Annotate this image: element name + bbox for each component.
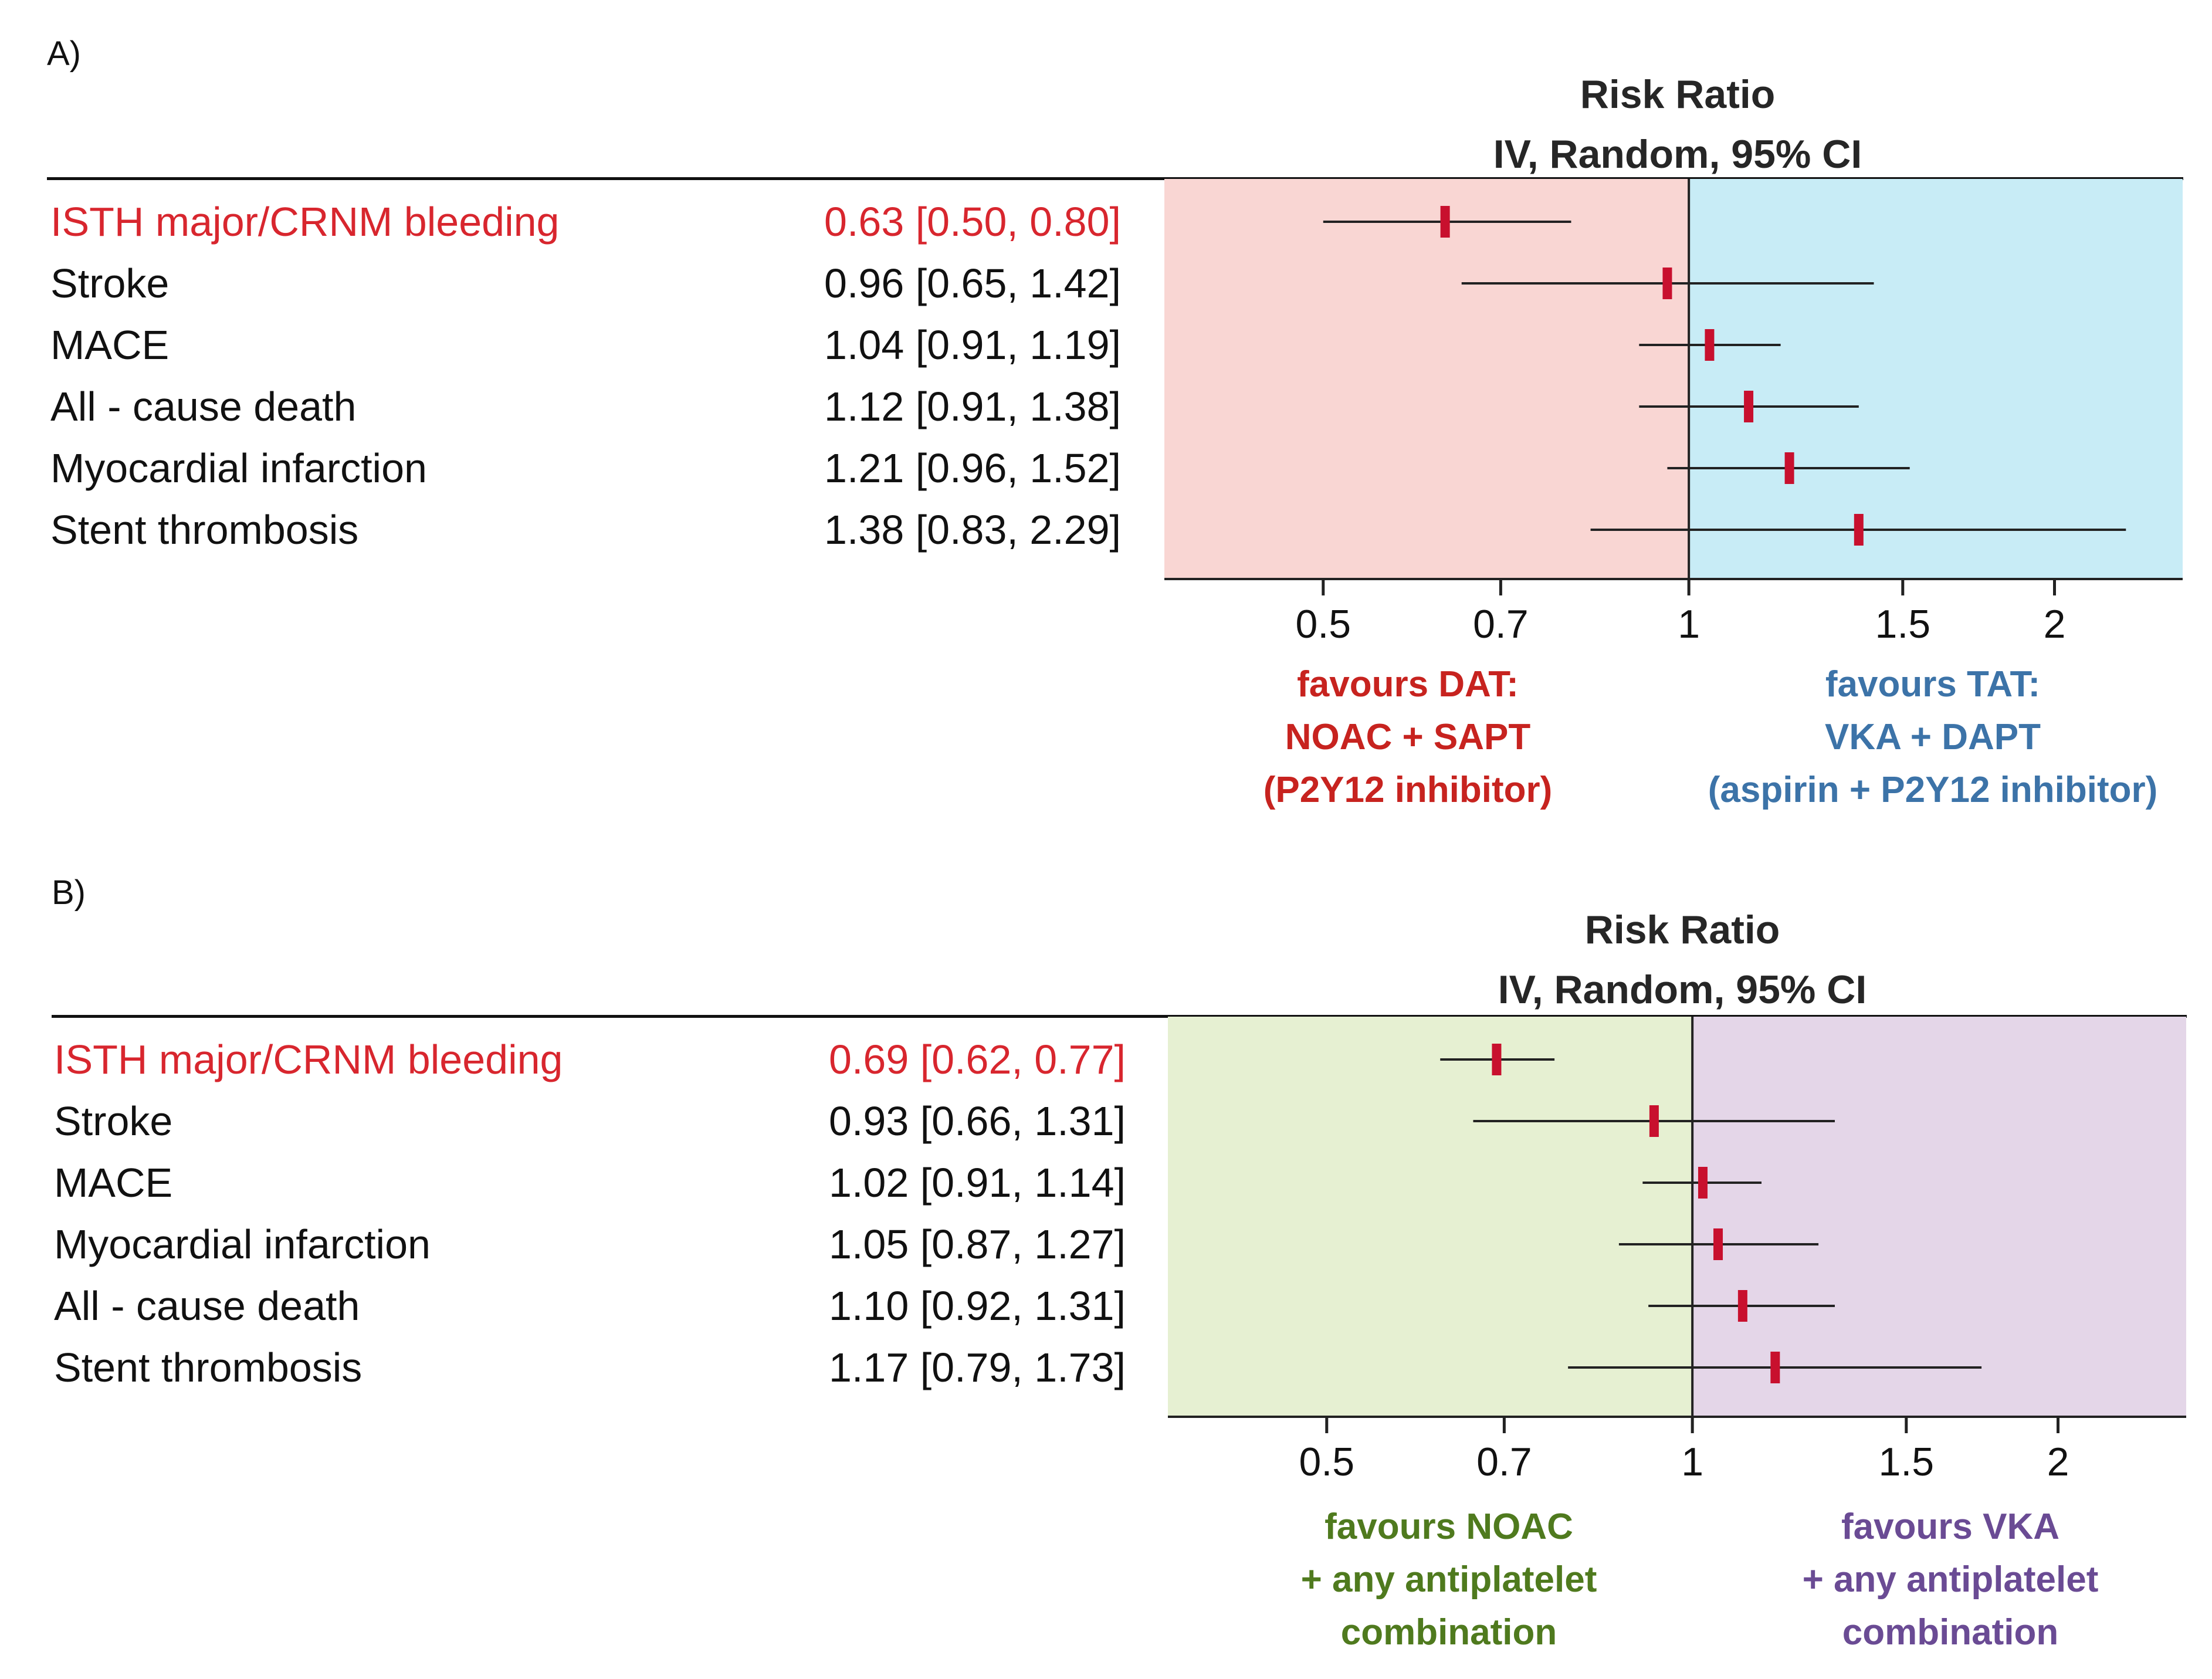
favour-left-line: NOAC + SAPT <box>1285 717 1531 757</box>
forest-plot: 0.5 0.7 1 1.5 2 <box>1168 1017 2186 1484</box>
effect-estimate: 0.96 [0.65, 1.42] <box>824 260 1121 306</box>
outcome-label: Myocardial infarction <box>54 1221 431 1267</box>
point-estimate <box>1854 514 1864 546</box>
header-rule <box>47 177 2183 180</box>
favour-right-line: combination <box>1842 1612 2059 1653</box>
point-estimate <box>1649 1105 1659 1137</box>
point-estimate <box>1698 1167 1708 1199</box>
risk-ratio-title: Risk Ratio <box>1584 908 1780 952</box>
x-tick-label: 0.7 <box>1473 602 1529 646</box>
point-estimate <box>1737 1290 1747 1322</box>
x-tick-label: 1 <box>1678 602 1700 646</box>
outcome-label: Stent thrombosis <box>54 1345 363 1390</box>
outcome-label: All - cause death <box>54 1283 360 1329</box>
x-tick-label: 0.7 <box>1476 1440 1532 1484</box>
x-tick-label: 2 <box>2044 602 2066 646</box>
header-rule <box>52 1015 2187 1018</box>
outcome-label: All - cause death <box>50 384 357 429</box>
risk-ratio-header: Risk Ratio IV, Random, 95% CI <box>1314 65 2041 184</box>
effect-estimate: 1.05 [0.87, 1.27] <box>829 1221 1126 1267</box>
point-estimate <box>1784 452 1794 484</box>
point-estimate <box>1492 1044 1502 1075</box>
favour-left-label: favours NOAC + any antiplatelet combinat… <box>1185 1501 1713 1659</box>
forest-plot: 0.5 0.7 1 1.5 2 <box>1164 179 2183 646</box>
effect-estimate: 1.02 [0.91, 1.14] <box>829 1160 1126 1206</box>
effect-estimate: 0.93 [0.66, 1.31] <box>829 1098 1126 1144</box>
outcome-label: ISTH major/CRNM bleeding <box>54 1037 563 1082</box>
favour-right-line: (aspirin + P2Y12 inhibitor) <box>1708 770 2158 810</box>
favour-left-line: favours NOAC <box>1325 1507 1573 1547</box>
outcome-label: MACE <box>54 1160 173 1206</box>
favours-right-region <box>1689 179 2183 579</box>
outcome-label: Stroke <box>50 260 170 306</box>
effect-estimate: 0.69 [0.62, 0.77] <box>829 1037 1126 1082</box>
favour-left-line: (P2Y12 inhibitor) <box>1263 770 1553 810</box>
panel-b: B) Risk Ratio IV, Random, 95% CI ISTH ma… <box>0 838 2212 1679</box>
favours-left-region <box>1164 179 1689 579</box>
effect-estimate: 1.38 [0.83, 2.29] <box>824 507 1121 553</box>
outcome-label: ISTH major/CRNM bleeding <box>50 199 560 245</box>
point-estimate <box>1770 1352 1780 1383</box>
point-estimate <box>1713 1228 1723 1260</box>
favour-left-line: favours DAT: <box>1297 664 1519 705</box>
outcome-label: MACE <box>50 322 170 368</box>
outcome-label: Stent thrombosis <box>50 507 359 553</box>
effect-estimate: 0.63 [0.50, 0.80] <box>824 199 1121 245</box>
x-tick-label: 1 <box>1681 1440 1703 1484</box>
effect-estimate: 1.04 [0.91, 1.19] <box>824 322 1121 368</box>
favour-right-label: favours TAT: VKA + DAPT (aspirin + P2Y12… <box>1666 658 2200 817</box>
effect-estimate: 1.12 [0.91, 1.38] <box>824 384 1121 429</box>
outcome-label: Myocardial infarction <box>50 445 427 491</box>
favour-left-line: combination <box>1340 1612 1557 1653</box>
x-tick-label: 1.5 <box>1875 602 1931 646</box>
favour-left-label: favours DAT: NOAC + SAPT (P2Y12 inhibito… <box>1173 658 1642 817</box>
point-estimate <box>1744 391 1754 422</box>
panel-label: A) <box>47 35 81 73</box>
point-estimate <box>1440 206 1450 238</box>
favour-right-label: favours VKA + any antiplatelet combinati… <box>1689 1501 2211 1659</box>
outcome-label: Stroke <box>54 1098 173 1144</box>
risk-ratio-title: Risk Ratio <box>1580 72 1776 117</box>
risk-ratio-subtitle: IV, Random, 95% CI <box>1498 967 1867 1012</box>
favour-right-line: favours TAT: <box>1825 664 2041 705</box>
effect-estimate: 1.10 [0.92, 1.31] <box>829 1283 1126 1329</box>
point-estimate <box>1705 329 1715 361</box>
x-tick-label: 2 <box>2047 1440 2069 1484</box>
favour-left-line: + any antiplatelet <box>1300 1559 1597 1600</box>
x-tick-label: 0.5 <box>1299 1440 1355 1484</box>
panel-a: A) Risk Ratio IV, Random, 95% CI ISTH ma… <box>0 0 2212 833</box>
x-tick-label: 1.5 <box>1879 1440 1935 1484</box>
favour-right-line: VKA + DAPT <box>1824 717 2041 757</box>
favours-right-region <box>1692 1017 2186 1417</box>
panel-label: B) <box>52 874 86 912</box>
favours-left-region <box>1168 1017 1693 1417</box>
x-tick-label: 0.5 <box>1296 602 1351 646</box>
point-estimate <box>1662 268 1672 299</box>
risk-ratio-subtitle: IV, Random, 95% CI <box>1493 132 1862 177</box>
effect-estimate: 1.21 [0.96, 1.52] <box>824 445 1121 491</box>
favour-right-line: + any antiplatelet <box>1802 1559 2099 1600</box>
effect-estimate: 1.17 [0.79, 1.73] <box>829 1345 1126 1390</box>
risk-ratio-header: Risk Ratio IV, Random, 95% CI <box>1319 900 2046 1020</box>
favour-right-line: favours VKA <box>1841 1507 2060 1547</box>
